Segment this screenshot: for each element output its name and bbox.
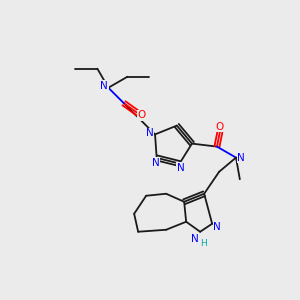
Text: N: N [213,222,221,232]
Text: N: N [177,163,184,172]
Text: O: O [216,122,224,132]
Text: N: N [146,128,154,138]
Text: H: H [200,239,206,248]
Text: N: N [191,234,199,244]
Text: O: O [138,110,146,120]
Text: N: N [100,81,108,91]
Text: N: N [152,158,160,168]
Text: N: N [237,153,245,163]
